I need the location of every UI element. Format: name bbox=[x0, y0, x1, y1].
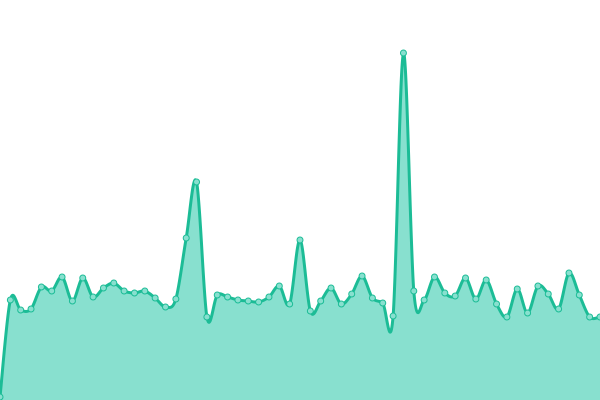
data-point-36 bbox=[368, 294, 376, 302]
data-point-50 bbox=[513, 285, 521, 293]
data-point-38 bbox=[389, 312, 397, 320]
data-point-45 bbox=[462, 274, 470, 282]
data-point-46 bbox=[472, 295, 480, 303]
data-point-28 bbox=[286, 300, 294, 308]
data-point-24 bbox=[244, 297, 252, 305]
data-point-19 bbox=[193, 178, 201, 186]
data-point-37 bbox=[379, 299, 387, 307]
data-point-12 bbox=[120, 287, 128, 295]
data-point-31 bbox=[317, 297, 325, 305]
data-point-43 bbox=[441, 289, 449, 297]
data-point-33 bbox=[337, 300, 345, 308]
data-point-9 bbox=[89, 293, 97, 301]
data-point-11 bbox=[110, 279, 118, 287]
data-point-56 bbox=[575, 291, 583, 299]
data-point-14 bbox=[141, 287, 149, 295]
data-point-20 bbox=[203, 313, 211, 321]
data-point-10 bbox=[99, 284, 107, 292]
data-point-57 bbox=[586, 313, 594, 321]
data-point-44 bbox=[451, 292, 459, 300]
data-point-17 bbox=[172, 295, 180, 303]
data-point-0 bbox=[0, 393, 4, 400]
data-point-26 bbox=[265, 293, 273, 301]
data-point-55 bbox=[565, 269, 573, 277]
area-fill bbox=[0, 52, 600, 400]
data-point-53 bbox=[544, 290, 552, 298]
data-point-49 bbox=[503, 313, 511, 321]
data-point-34 bbox=[348, 290, 356, 298]
data-point-23 bbox=[234, 296, 242, 304]
data-point-4 bbox=[37, 283, 45, 291]
data-point-15 bbox=[151, 294, 159, 302]
data-point-1 bbox=[6, 296, 14, 304]
data-point-30 bbox=[306, 307, 314, 315]
data-point-52 bbox=[534, 282, 542, 290]
data-point-35 bbox=[358, 272, 366, 280]
data-point-27 bbox=[275, 282, 283, 290]
data-point-8 bbox=[79, 274, 87, 282]
data-point-25 bbox=[255, 298, 263, 306]
data-point-7 bbox=[68, 297, 76, 305]
data-point-40 bbox=[410, 287, 418, 295]
data-point-58 bbox=[596, 313, 600, 321]
data-point-54 bbox=[555, 305, 563, 313]
data-point-2 bbox=[17, 306, 25, 314]
data-point-21 bbox=[213, 291, 221, 299]
data-point-51 bbox=[524, 309, 532, 317]
data-point-3 bbox=[27, 305, 35, 313]
data-point-39 bbox=[399, 49, 407, 57]
data-point-6 bbox=[58, 273, 66, 281]
data-point-29 bbox=[296, 236, 304, 244]
data-point-18 bbox=[182, 234, 190, 242]
data-point-16 bbox=[162, 303, 170, 311]
data-point-47 bbox=[482, 276, 490, 284]
data-points bbox=[0, 49, 600, 400]
data-point-5 bbox=[48, 287, 56, 295]
data-point-42 bbox=[430, 273, 438, 281]
data-point-32 bbox=[327, 284, 335, 292]
data-point-48 bbox=[493, 300, 501, 308]
data-point-41 bbox=[420, 296, 428, 304]
data-point-13 bbox=[130, 289, 138, 297]
data-point-22 bbox=[224, 293, 232, 301]
